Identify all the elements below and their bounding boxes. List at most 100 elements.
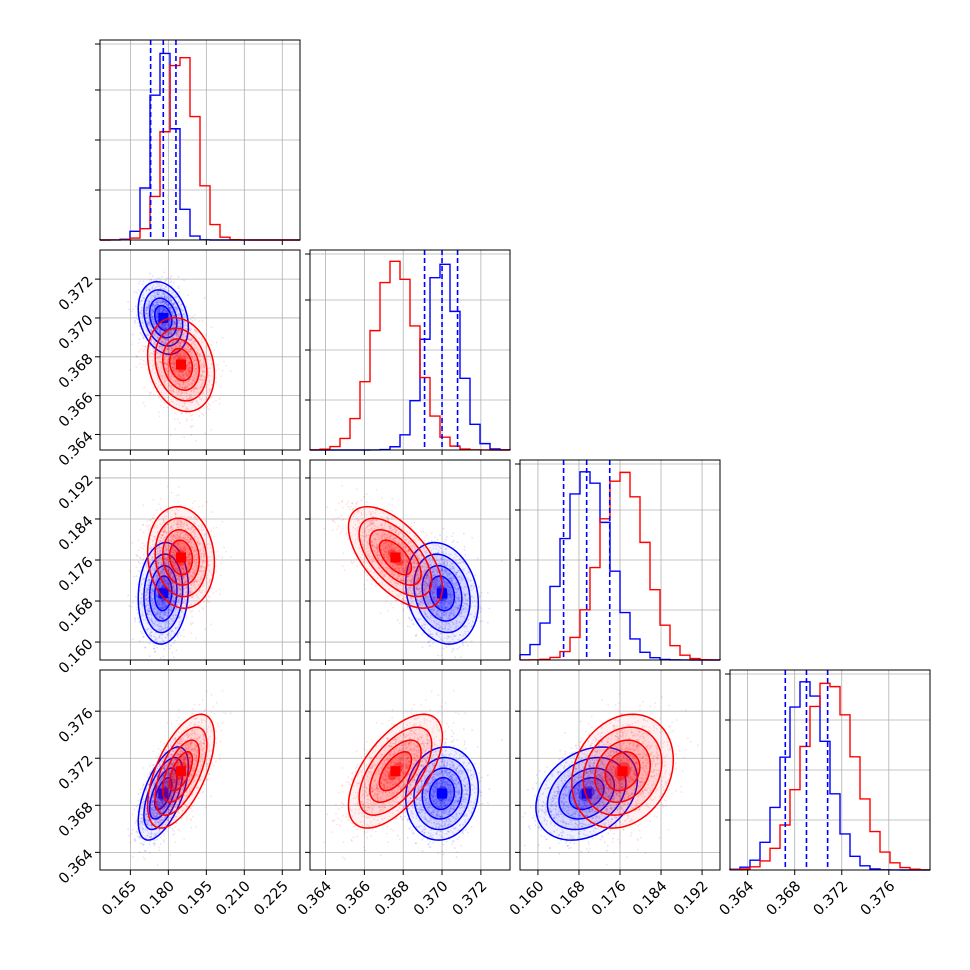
scatter-point [129, 570, 132, 573]
scatter-point [144, 309, 147, 312]
scatter-point [165, 305, 168, 308]
scatter-point [164, 280, 167, 283]
scatter-point [169, 306, 172, 308]
scatter-point [146, 306, 149, 309]
scatter-point [175, 494, 178, 497]
scatter-point [141, 632, 144, 635]
scatter-point [162, 342, 165, 345]
scatter-point [199, 367, 202, 370]
scatter-point [161, 323, 163, 326]
scatter-point [160, 310, 163, 313]
scatter-point [155, 311, 158, 314]
scatter-point [185, 617, 188, 620]
scatter-point [191, 413, 194, 416]
scatter-point [146, 333, 149, 336]
scatter-point [162, 300, 165, 303]
scatter-point [167, 333, 170, 336]
scatter-point [162, 310, 165, 313]
scatter-point [138, 338, 141, 341]
scatter-point [156, 326, 159, 329]
scatter-point [194, 364, 196, 367]
scatter-point [153, 350, 155, 353]
scatter-point [142, 401, 145, 404]
scatter-point [160, 341, 162, 344]
scatter-point [145, 307, 148, 310]
scatter-point [174, 296, 177, 299]
scatter-point [170, 301, 173, 304]
scatter-point [166, 485, 169, 488]
scatter-point [196, 353, 199, 356]
scatter-point [175, 382, 178, 385]
scatter-point [154, 332, 157, 335]
scatter-point [160, 332, 163, 334]
scatter-point [162, 308, 165, 311]
scatter-point [150, 391, 153, 394]
scatter-point [145, 313, 148, 316]
scatter-point [172, 337, 174, 339]
scatter-point [156, 311, 159, 314]
scatter-point [179, 304, 182, 307]
scatter-point [140, 366, 143, 369]
scatter-point [173, 321, 176, 324]
scatter-point [153, 304, 155, 307]
scatter-point [164, 323, 167, 326]
scatter-point [142, 293, 145, 296]
scatter-point [171, 323, 174, 326]
scatter-point [166, 333, 169, 336]
scatter-point [174, 322, 176, 325]
scatter-point [151, 318, 154, 321]
scatter-point [144, 307, 147, 310]
scatter-point [162, 301, 165, 304]
scatter-point [161, 324, 164, 326]
scatter-point [168, 319, 171, 322]
y-tick-label: 0.364 [56, 429, 97, 470]
scatter-point [178, 331, 181, 334]
scatter-point [168, 318, 171, 321]
scatter-point [166, 347, 169, 350]
scatter-point [166, 297, 169, 299]
scatter-point [148, 279, 151, 281]
scatter-point [172, 303, 175, 305]
scatter-point [229, 370, 232, 373]
scatter-point [147, 320, 150, 323]
scatter-point [169, 434, 172, 437]
scatter-point [193, 500, 196, 502]
scatter-point [156, 336, 159, 338]
scatter-point [168, 323, 171, 326]
scatter-point [147, 314, 150, 317]
scatter-point [211, 587, 213, 590]
scatter-point [185, 417, 188, 420]
scatter-point [168, 320, 171, 323]
scatter-point [168, 332, 171, 334]
scatter-point [152, 311, 155, 313]
scatter-point [142, 280, 145, 283]
scatter-point [165, 311, 168, 314]
scatter-point [218, 398, 221, 400]
scatter-point [143, 545, 145, 548]
scatter-point [156, 351, 159, 354]
scatter-point [184, 315, 186, 318]
scatter-point [169, 308, 172, 311]
scatter-point [156, 303, 158, 306]
scatter-point [197, 355, 200, 358]
scatter-point [153, 287, 156, 290]
scatter-point [151, 327, 154, 329]
scatter-point [187, 362, 190, 365]
scatter-point [180, 303, 183, 306]
scatter-point [160, 323, 163, 326]
scatter-point [165, 288, 167, 291]
scatter-point [162, 323, 165, 326]
scatter-point [179, 341, 182, 344]
scatter-point [171, 347, 173, 350]
scatter-point [154, 343, 157, 346]
scatter-point [138, 311, 141, 314]
scatter-point [143, 386, 145, 389]
scatter-point [165, 302, 167, 305]
scatter-point [151, 316, 153, 318]
scatter-point [146, 308, 149, 311]
scatter-point [159, 330, 162, 333]
scatter-point [147, 315, 150, 318]
scatter-point [139, 332, 142, 335]
scatter-point [164, 323, 167, 326]
scatter-point [172, 291, 175, 294]
